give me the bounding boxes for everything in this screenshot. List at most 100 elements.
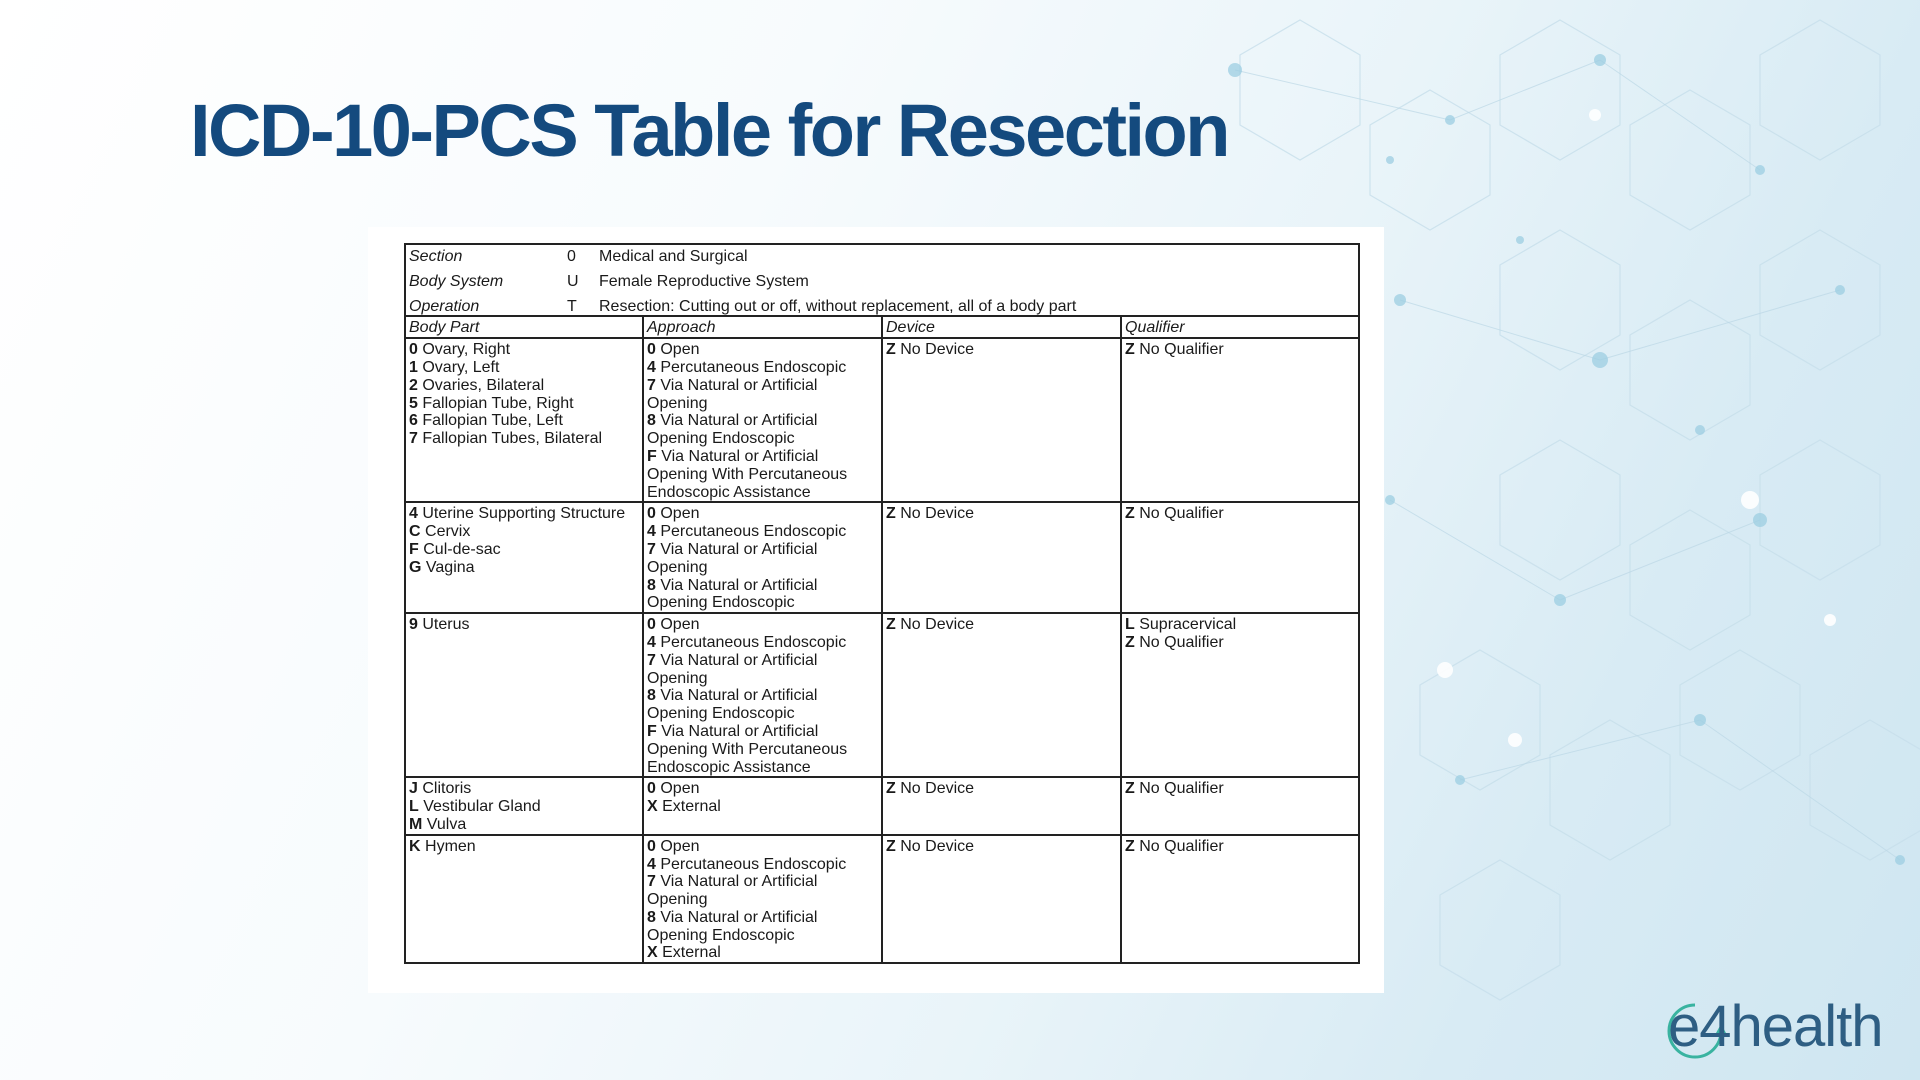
entry-code: Z — [1125, 341, 1135, 359]
entry-code: Z — [886, 837, 896, 855]
entry-text: No Qualifier — [1139, 780, 1224, 798]
table-entry: 7 Via Natural or Artificial Opening — [647, 377, 878, 413]
table-entry: 0 Ovary, Right — [409, 341, 639, 359]
entry-code: 4 — [647, 358, 656, 376]
entry-code: C — [409, 523, 421, 541]
entry-text: Percutaneous Endoscopic — [660, 855, 847, 873]
table-entry: F Via Natural or Artificial Opening With… — [647, 723, 878, 776]
table-entry: 7 Fallopian Tubes, Bilateral — [409, 430, 639, 448]
table-entry: Z No Qualifier — [1125, 634, 1355, 652]
entry-text: Via Natural or Artificial Opening Endosc… — [647, 687, 822, 723]
table-header-row: Section 0 Medical and Surgical Body System U… — [404, 242, 1360, 318]
entry-code: Z — [1125, 505, 1135, 523]
table-entry: 7 Via Natural or Artificial Opening — [647, 652, 878, 688]
entry-code: 0 — [647, 616, 656, 634]
entry-text: External — [662, 798, 721, 816]
header-body-system-value: Female Reproductive System — [599, 272, 809, 290]
table-header-block: Section 0 Medical and Surgical Body System U… — [404, 242, 1360, 318]
table-entry: M Vulva — [409, 816, 639, 834]
entry-code: 4 — [647, 855, 656, 873]
entry-code: X — [647, 798, 658, 816]
entry-text: Open — [660, 505, 700, 523]
entry-code: L — [409, 798, 419, 816]
entry-text: No Qualifier — [1139, 633, 1224, 651]
entry-code: K — [409, 837, 421, 855]
entry-text: Open — [660, 341, 700, 359]
entry-text: Clitoris — [422, 780, 472, 798]
table-entry: 4 Percutaneous Endoscopic — [647, 359, 878, 377]
entry-text: Percutaneous Endoscopic — [660, 358, 847, 376]
table-entry: G Vagina — [409, 559, 639, 577]
table-entry: 0 Open — [647, 616, 878, 634]
table-entry: K Hymen — [409, 838, 639, 856]
entry-text: Vestibular Gland — [423, 798, 541, 816]
table-entry: F Cul-de-sac — [409, 541, 639, 559]
entry-text: No Device — [900, 341, 975, 359]
table-row: K Hymen 0 Open 4 Percutaneous Endoscopic 7 … — [404, 833, 1360, 965]
entry-code: 9 — [409, 616, 418, 634]
entry-text: No Device — [900, 616, 975, 634]
entry-text: Percutaneous Endoscopic — [660, 523, 847, 541]
pcs-table-image: Section 0 Medical and Surgical Body System U… — [368, 227, 1384, 993]
entry-code: 7 — [647, 651, 656, 669]
body-part-cell: 9 Uterus — [404, 612, 644, 779]
entry-text: No Qualifier — [1139, 505, 1224, 523]
entry-text: Open — [660, 616, 700, 634]
entry-text: Fallopian Tubes, Bilateral — [422, 430, 603, 448]
qualifier-cell: Z No Qualifier — [1120, 337, 1360, 504]
table-entry: 7 Via Natural or Artificial Opening — [647, 873, 878, 909]
table-entry: 9 Uterus — [409, 616, 639, 634]
entry-code: 1 — [409, 358, 418, 376]
table-entry: Z No Device — [886, 616, 1117, 634]
qualifier-cell: L Supracervical Z No Qualifier — [1120, 612, 1360, 779]
table-entry: Z No Qualifier — [1125, 505, 1355, 523]
table-entry: 8 Via Natural or Artificial Opening Endo… — [647, 687, 878, 723]
table-entry: 4 Percutaneous Endoscopic — [647, 856, 878, 874]
entry-text: Via Natural or Artificial Opening — [647, 873, 822, 909]
entry-code: 7 — [647, 376, 656, 394]
qualifier-cell: Z No Qualifier — [1120, 501, 1360, 615]
entry-code: 4 — [409, 505, 418, 523]
pcs-table: Section 0 Medical and Surgical Body System U… — [404, 242, 1360, 965]
entry-text: Via Natural or Artificial Opening With P… — [647, 722, 852, 776]
entry-code: 6 — [409, 412, 418, 430]
table-entry: Z No Device — [886, 505, 1117, 523]
entry-text: Ovary, Right — [422, 341, 511, 359]
table-entry: 0 Open — [647, 780, 878, 798]
entry-text: No Qualifier — [1139, 837, 1224, 855]
entry-code: 4 — [647, 523, 656, 541]
entry-text: No Device — [900, 505, 975, 523]
table-entry: 0 Open — [647, 505, 878, 523]
entry-text: Percutaneous Endoscopic — [660, 633, 847, 651]
entry-code: Z — [886, 616, 896, 634]
table-entry: L Supracervical — [1125, 616, 1355, 634]
entry-code: X — [647, 944, 658, 962]
entry-text: No Device — [900, 780, 975, 798]
header-operation-code: T — [567, 297, 577, 315]
entry-code: Z — [886, 780, 896, 798]
column-header-approach: Approach — [642, 315, 883, 340]
entry-text: Open — [660, 837, 700, 855]
entry-text: Fallopian Tube, Left — [422, 412, 563, 430]
table-entry: 8 Via Natural or Artificial Opening Endo… — [647, 909, 878, 945]
header-operation-value: Resection: Cutting out or off, without r… — [599, 297, 1077, 315]
table-entry: 7 Via Natural or Artificial Opening — [647, 541, 878, 577]
table-entry: Z No Qualifier — [1125, 838, 1355, 856]
device-cell: Z No Device — [881, 337, 1122, 504]
column-header-qualifier: Qualifier — [1120, 315, 1360, 340]
table-entry: X External — [647, 798, 878, 816]
body-part-cell: 0 Ovary, Right 1 Ovary, Left 2 Ovaries, Bi… — [404, 337, 644, 504]
column-header-row: Body Part Approach Device Qualifier — [404, 315, 1360, 340]
entry-code: 4 — [647, 633, 656, 651]
body-part-cell: K Hymen — [404, 833, 644, 965]
entry-text: Uterus — [422, 616, 470, 634]
logo-arc-icon — [1667, 1003, 1726, 1059]
entry-code: F — [647, 447, 657, 465]
slide-title: ICD-10-PCS Table for Resection — [190, 89, 1230, 172]
table-entry: 5 Fallopian Tube, Right — [409, 395, 639, 413]
table-entry: C Cervix — [409, 523, 639, 541]
entry-code: 0 — [647, 505, 656, 523]
entry-text: Via Natural or Artificial Opening — [647, 376, 822, 412]
entry-text: Vulva — [426, 815, 467, 833]
entry-code: 8 — [647, 687, 656, 705]
